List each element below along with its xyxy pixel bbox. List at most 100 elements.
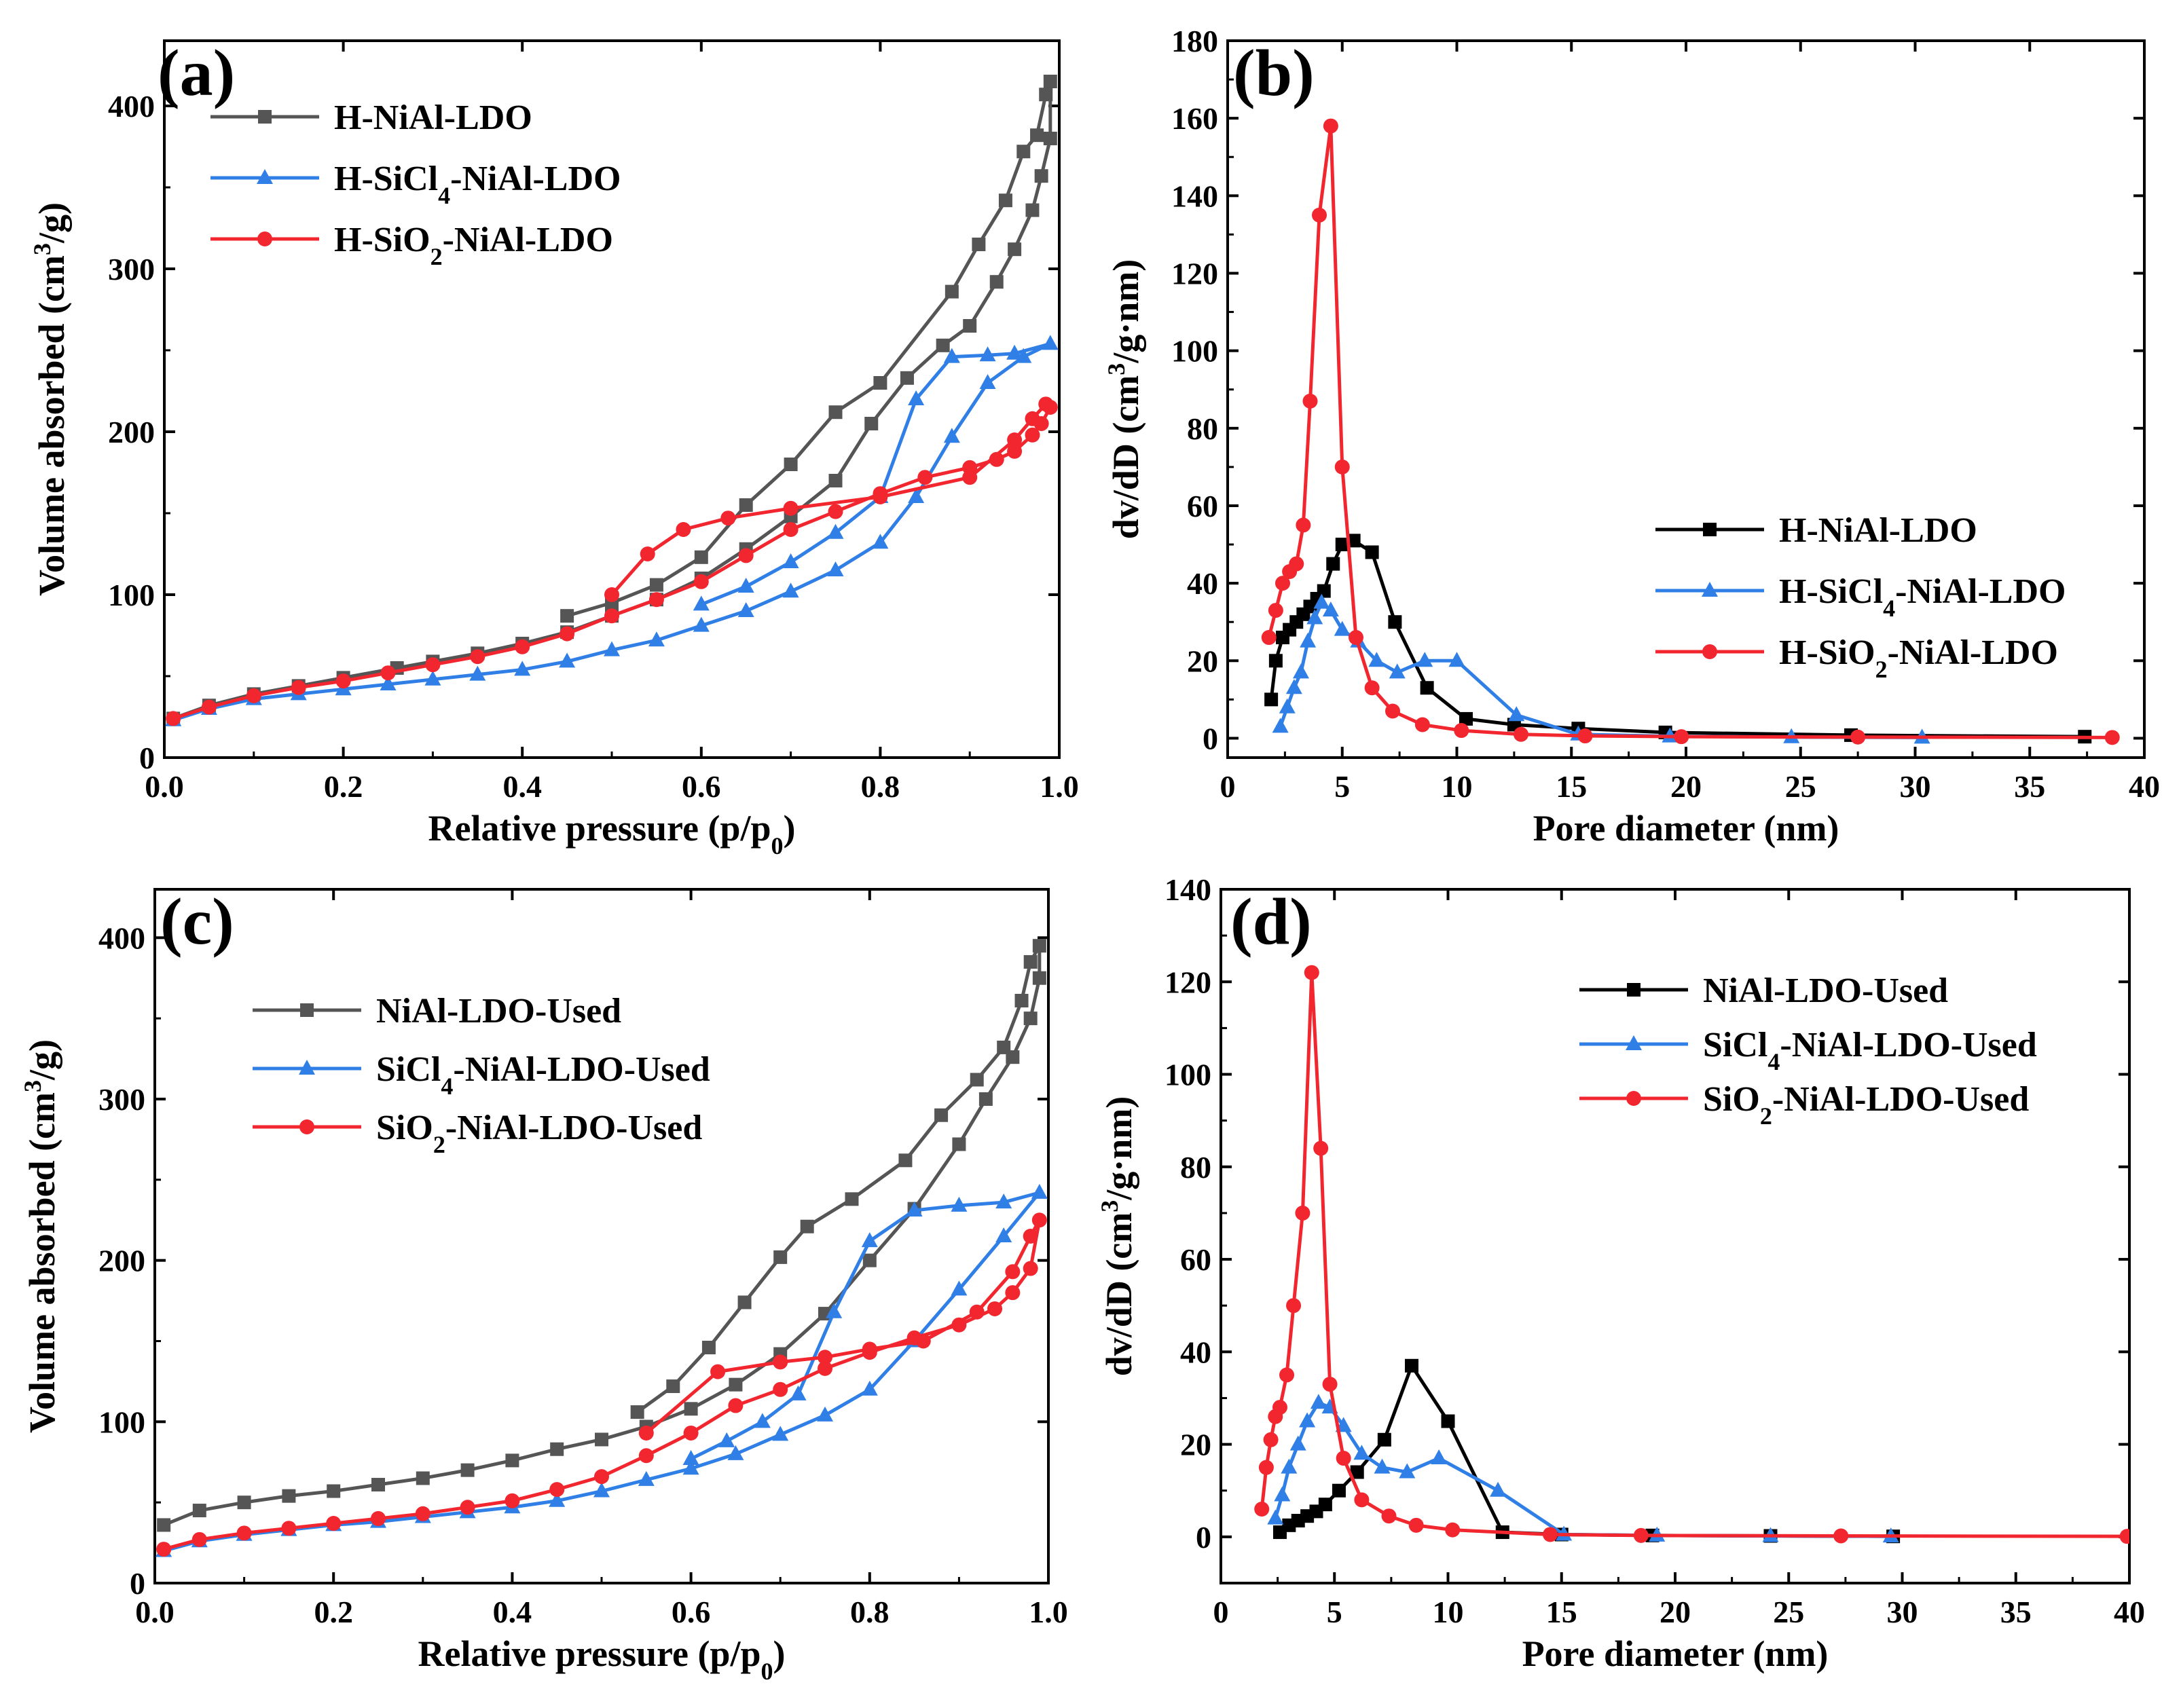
data-point bbox=[1334, 459, 1350, 475]
data-point bbox=[917, 470, 933, 485]
x-tick-label: 20 bbox=[1670, 769, 1702, 804]
data-point bbox=[1364, 680, 1380, 696]
data-point bbox=[460, 1500, 475, 1515]
data-point bbox=[236, 1525, 252, 1541]
data-point bbox=[560, 626, 575, 642]
data-point bbox=[327, 1484, 341, 1498]
data-point bbox=[862, 1253, 877, 1267]
data-point bbox=[1833, 1528, 1849, 1544]
x-tick-label: 0.0 bbox=[135, 1595, 175, 1629]
data-point bbox=[1322, 601, 1339, 617]
data-point bbox=[648, 592, 664, 608]
data-point bbox=[818, 1360, 832, 1376]
data-point bbox=[1374, 1458, 1391, 1474]
data-point bbox=[630, 1405, 644, 1419]
x-tick-label: 10 bbox=[1442, 769, 1473, 804]
x-tick-label: 0.8 bbox=[850, 1595, 890, 1629]
x-tick-label: 35 bbox=[2014, 769, 2045, 804]
data-point bbox=[682, 1460, 699, 1475]
data-point bbox=[978, 1092, 993, 1106]
data-point bbox=[2119, 1529, 2129, 1544]
x-tick-label: 15 bbox=[1546, 1595, 1577, 1629]
data-point bbox=[291, 680, 306, 695]
data-point bbox=[371, 1510, 386, 1526]
data-point bbox=[1293, 663, 1309, 679]
data-point bbox=[861, 1232, 878, 1248]
data-point bbox=[1350, 1465, 1364, 1479]
data-point bbox=[997, 1040, 1011, 1054]
data-point bbox=[1416, 652, 1433, 667]
x-tick-label: 25 bbox=[1773, 1595, 1804, 1629]
data-point bbox=[962, 470, 978, 485]
x-tick-label: 1.0 bbox=[1029, 1595, 1068, 1629]
data-point bbox=[604, 587, 619, 602]
data-point bbox=[862, 1341, 877, 1357]
data-point bbox=[1300, 632, 1317, 648]
data-point bbox=[970, 1073, 984, 1087]
legend-marker bbox=[1702, 644, 1717, 659]
data-point bbox=[166, 711, 181, 726]
data-point bbox=[972, 238, 986, 251]
series-0 bbox=[1272, 1358, 1901, 1544]
data-point bbox=[900, 371, 914, 385]
y-tick-label: 60 bbox=[1180, 1242, 1211, 1277]
x-tick-label: 35 bbox=[2000, 1595, 2032, 1629]
data-point bbox=[682, 1449, 699, 1465]
data-point bbox=[873, 489, 888, 504]
data-point bbox=[1023, 1011, 1038, 1026]
data-point bbox=[1258, 1460, 1274, 1475]
data-point bbox=[281, 1521, 297, 1536]
y-tick-label: 0 bbox=[1196, 1520, 1211, 1555]
data-point bbox=[783, 522, 799, 537]
data-point bbox=[380, 675, 397, 690]
data-point bbox=[640, 546, 655, 561]
data-point bbox=[1377, 1432, 1391, 1447]
data-point bbox=[800, 1219, 814, 1233]
data-point bbox=[1399, 1463, 1416, 1479]
data-point bbox=[1445, 1522, 1461, 1538]
y-tick-label: 20 bbox=[1180, 1428, 1211, 1462]
x-tick-label: 15 bbox=[1556, 769, 1587, 804]
data-point bbox=[1264, 692, 1279, 707]
data-point bbox=[1353, 1445, 1370, 1460]
data-point bbox=[1268, 654, 1283, 668]
data-point bbox=[1299, 1412, 1316, 1428]
data-point bbox=[727, 1445, 744, 1460]
legend-label: SiO2-NiAl-LDO-Used bbox=[1703, 1080, 2029, 1130]
data-point bbox=[1030, 128, 1044, 143]
data-point bbox=[1031, 1183, 1048, 1199]
data-point bbox=[683, 1425, 699, 1441]
series-line bbox=[163, 1218, 1042, 1551]
data-point bbox=[1039, 88, 1053, 102]
data-point bbox=[951, 1280, 968, 1296]
data-point bbox=[415, 1506, 430, 1521]
data-point bbox=[1322, 1377, 1338, 1392]
data-point bbox=[817, 1406, 833, 1422]
x-axis-label: Pore diameter (nm) bbox=[1522, 1633, 1829, 1674]
data-point bbox=[1441, 1414, 1455, 1428]
data-point bbox=[326, 1516, 342, 1531]
data-point bbox=[995, 1227, 1012, 1242]
data-point bbox=[514, 661, 531, 676]
data-point bbox=[1031, 1212, 1047, 1228]
data-point bbox=[1268, 603, 1283, 618]
data-point bbox=[784, 458, 798, 471]
data-point bbox=[1279, 1367, 1295, 1383]
data-point bbox=[1459, 711, 1473, 726]
legend-marker bbox=[299, 1060, 315, 1075]
data-point bbox=[1285, 679, 1302, 694]
y-tick-label: 140 bbox=[1171, 179, 1218, 213]
panel-label: (d) bbox=[1230, 885, 1312, 959]
data-point bbox=[1448, 652, 1465, 667]
data-point bbox=[638, 1448, 654, 1464]
y-tick-label: 40 bbox=[1180, 1335, 1211, 1369]
data-point bbox=[192, 1504, 206, 1518]
data-point bbox=[1674, 729, 1689, 745]
data-point bbox=[1313, 593, 1330, 609]
data-point bbox=[604, 608, 619, 624]
data-point bbox=[604, 641, 620, 656]
y-tick-label: 80 bbox=[1180, 1150, 1211, 1185]
data-point bbox=[790, 1385, 807, 1400]
data-point bbox=[1286, 1298, 1302, 1314]
data-point bbox=[1408, 1517, 1424, 1533]
